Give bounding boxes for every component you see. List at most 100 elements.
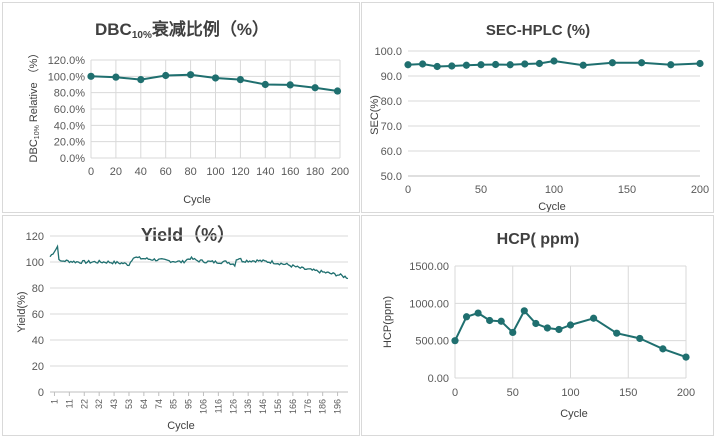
dbc-data-point	[112, 73, 120, 81]
yield-x-tick-label: 176	[303, 399, 313, 414]
hcp-data-point	[566, 321, 575, 329]
dbc-x-tick-label: 80	[184, 166, 196, 178]
yield-chart-title: Yield（%）	[141, 225, 235, 245]
sec-data-point	[462, 61, 470, 69]
hcp-y-tick-label: 500.00	[415, 336, 449, 348]
sec-x-tick-label: 50	[475, 184, 487, 196]
hcp-chart: HCP( ppm) 0.00 500.00 1000.00 1500.00 0 50 10…	[382, 231, 695, 420]
yield-x-tick-label: 22	[79, 399, 89, 409]
sec-x-tick-label: 100	[545, 184, 563, 196]
yield-x-tick-label: 106	[198, 399, 208, 414]
yield-x-tick-label: 1	[49, 399, 59, 404]
hcp-data-point	[486, 316, 494, 325]
sec-data-point	[608, 59, 616, 67]
sec-chart-title: SEC-HPLC (%)	[486, 22, 590, 39]
yield-x-tick-label: 196	[333, 399, 343, 414]
dbc-x-tick-label: 100	[206, 166, 224, 178]
dbc-y-tick-label: 100.0%	[48, 71, 86, 83]
yield-y-tick-label: 20	[32, 361, 44, 373]
hcp-data-point	[451, 337, 459, 345]
sec-data-point	[404, 61, 412, 69]
sec-y-tick-label: 50.0	[381, 171, 402, 183]
hcp-data-point	[497, 317, 505, 325]
sec-series-line	[407, 59, 701, 68]
yield-y-tick-label: 100	[26, 257, 44, 269]
sec-data-point	[433, 62, 441, 71]
hcp-y-tick-label: 1500.00	[409, 261, 449, 273]
yield-y-axis-label: Yield(%)	[16, 291, 28, 332]
dbc-data-point	[286, 81, 294, 89]
dbc-chart: DBC10%衰减比例（%） 0.0% 20.0% 40.0% 60.0% 80.0% 10…	[27, 19, 349, 206]
sec-chart: SEC-HPLC (%) 50.0 60.0 70.0 80.0 90.0 100.0 0…	[369, 22, 709, 212]
dbc-x-tick-label: 120	[231, 166, 249, 178]
hcp-x-tick-label: 200	[677, 387, 695, 399]
sec-x-tick-label: 200	[691, 184, 709, 196]
hcp-data-point	[543, 324, 551, 332]
sec-data-point	[550, 57, 558, 65]
sec-y-axis-label: SEC(%)	[369, 95, 381, 135]
yield-x-tick-label: 186	[318, 399, 328, 414]
dbc-data-point	[333, 87, 342, 95]
sec-y-tick-label: 60.0	[381, 146, 402, 158]
dbc-y-axis-label: DBC10% Relative （%）	[27, 48, 41, 163]
hcp-data-point	[462, 313, 471, 321]
hcp-data-point	[682, 353, 690, 361]
sec-y-tick-label: 90.0	[381, 71, 402, 83]
dbc-x-tick-label: 20	[110, 166, 122, 178]
hcp-data-point	[613, 329, 621, 337]
yield-y-tick-label: 60	[32, 309, 44, 321]
dbc-x-axis-label: Cycle	[183, 194, 211, 206]
sec-data-point	[667, 61, 675, 69]
dbc-x-tick-label: 180	[306, 166, 324, 178]
sec-data-point	[579, 61, 587, 69]
dbc-x-tick-label: 160	[281, 166, 299, 178]
dbc-x-tick-label: 200	[331, 166, 349, 178]
yield-x-tick-label: 95	[184, 399, 194, 409]
hcp-chart-panel: HCP( ppm) 0.00 500.00 1000.00 1500.00 0 50 10…	[361, 215, 714, 436]
dbc-x-tick-label: 40	[135, 166, 147, 178]
yield-x-tick-label: 126	[228, 399, 238, 414]
dbc-x-tick-label: 60	[160, 166, 172, 178]
hcp-x-tick-label: 0	[452, 387, 458, 399]
sec-data-point	[638, 59, 646, 67]
yield-x-tick-label: 53	[124, 399, 134, 409]
dbc-data-point	[236, 76, 244, 84]
yield-x-tick-label: 85	[169, 399, 179, 409]
yield-x-tick-label: 32	[94, 399, 104, 409]
hcp-x-axis-label: Cycle	[560, 408, 588, 420]
hcp-y-axis-label: HCP(ppm)	[382, 296, 394, 348]
hcp-data-point	[636, 334, 644, 343]
dbc-x-tick-label: 0	[88, 166, 94, 178]
yield-x-tick-label: 146	[258, 399, 268, 414]
dbc-chart-title: DBC10%衰减比例（%）	[95, 19, 269, 41]
dbc-y-tick-label: 60.0%	[54, 104, 85, 116]
hcp-data-point	[520, 307, 528, 315]
sec-data-point	[477, 61, 485, 69]
yield-x-axis-label: Cycle	[167, 420, 195, 432]
sec-data-point	[535, 59, 543, 68]
hcp-data-point	[532, 319, 540, 328]
sec-data-point	[492, 60, 500, 69]
sec-data-point	[506, 61, 514, 69]
hcp-data-point	[555, 325, 563, 334]
dbc-data-point	[162, 71, 170, 80]
dbc-x-tick-label: 140	[256, 166, 274, 178]
hcp-x-tick-label: 150	[619, 387, 637, 399]
yield-x-tick-label: 64	[139, 399, 149, 409]
sec-chart-panel: SEC-HPLC (%) 50.0 60.0 70.0 80.0 90.0 100.0 0…	[361, 2, 714, 213]
dbc-data-point	[261, 80, 269, 89]
sec-y-tick-label: 100.0	[374, 46, 402, 58]
yield-x-tick-label: 166	[288, 399, 298, 414]
yield-chart-panel: Yield（%） 0 20 40 60 80 100 120 1 11 22 32 43 53 64 74…	[2, 215, 360, 436]
yield-x-tick-label: 74	[154, 399, 164, 409]
hcp-data-point	[590, 314, 598, 322]
hcp-data-point	[474, 309, 482, 317]
dbc-y-tick-label: 80.0%	[54, 88, 85, 100]
hcp-y-tick-label: 1000.00	[409, 298, 449, 310]
yield-x-tick-label: 136	[243, 399, 253, 414]
dbc-data-point	[311, 84, 319, 92]
hcp-data-point	[659, 345, 667, 353]
dbc-y-tick-label: 0.0%	[60, 153, 85, 165]
dbc-data-point	[87, 72, 95, 80]
